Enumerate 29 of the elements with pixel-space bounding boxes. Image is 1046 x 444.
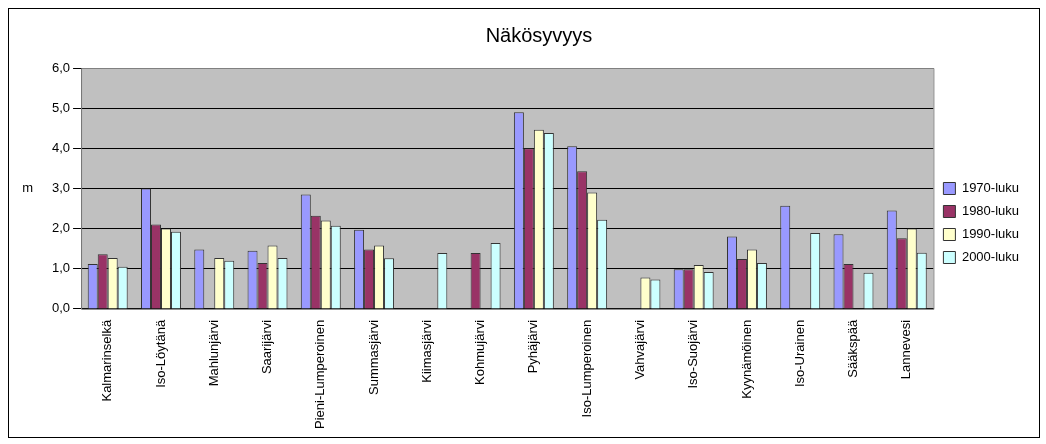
x-tick-label: Pieni-Lumperoinen — [312, 319, 328, 429]
x-tick-label: Iso-Urainen — [791, 319, 807, 388]
legend-label: 2000-luku — [961, 249, 1020, 265]
y-tick-label: 1,0 — [51, 260, 71, 276]
x-tick-label: Iso-Löytänä — [152, 319, 168, 388]
y-tick-label: 4,0 — [51, 139, 71, 155]
y-tick-label: 6,0 — [51, 59, 71, 75]
x-tick-label: Kalmarinselkä — [99, 319, 115, 402]
chart-title: Näkösyvyys — [485, 23, 593, 46]
x-tick-label: Saarijärvi — [259, 319, 275, 375]
x-tick-label: Iso-Lumperoinen — [578, 319, 594, 418]
x-tick-label: Kiimasjärvi — [418, 319, 434, 383]
x-tick-label: Mahlunjärvi — [205, 319, 221, 387]
x-tick-label: Summasjärvi — [365, 319, 381, 395]
y-tick-label: 3,0 — [51, 180, 71, 196]
legend-label: 1970-luku — [961, 180, 1020, 196]
legend-label: 1980-luku — [961, 203, 1020, 219]
legend-label: 1990-luku — [961, 226, 1020, 242]
x-tick-label: Lannevesi — [898, 319, 914, 380]
x-tick-label: Pyhäjärvi — [525, 319, 541, 374]
x-tick-label: Iso-Suojärvi — [685, 319, 701, 389]
y-tick-label: 2,0 — [51, 220, 71, 236]
y-tick-label: 5,0 — [51, 99, 71, 115]
x-tick-label: Vahvajärvi — [631, 319, 647, 380]
x-tick-label: Kyynämöinen — [738, 319, 754, 399]
x-tick-label: Sääkspää — [845, 319, 861, 378]
x-tick-label: Kohmujärvi — [472, 319, 488, 385]
y-tick-label: 0,0 — [51, 300, 71, 316]
y-axis-title: m — [22, 180, 34, 196]
